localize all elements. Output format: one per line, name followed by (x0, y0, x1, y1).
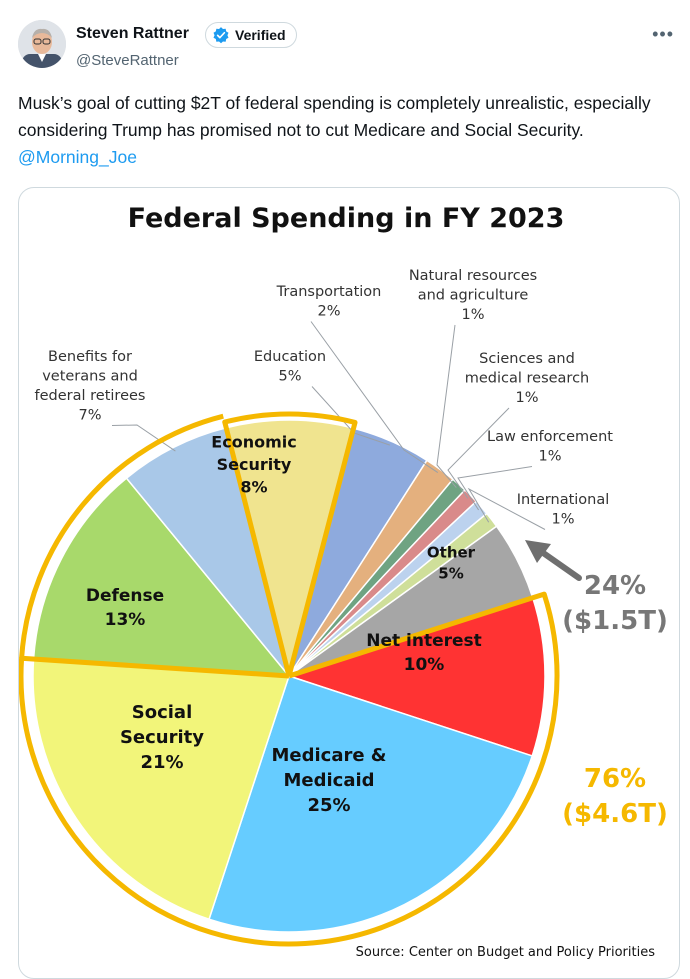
leader-line-transportation (310, 321, 439, 474)
slice-social-security (32, 658, 291, 921)
slice-label-net-interest-1: 10% (404, 655, 445, 675)
slice-label-international-1: 1% (551, 512, 574, 528)
highlight-outline-economic (222, 411, 358, 677)
slice-label-benefits-for-veterans-and-federal-retirees-0: Benefits for (48, 349, 132, 365)
highlight-outline-main (19, 591, 560, 947)
leader-line-sciences-and-medical-research (447, 407, 510, 499)
slice-label-law-enforcement-1: 1% (538, 449, 561, 465)
slice-label-sciences-and-medical-research-1: medical research (465, 371, 590, 387)
slice-label-sciences-and-medical-research-0: Sciences and (479, 351, 575, 367)
slice-medicare-medicaid (208, 675, 534, 933)
slice-label-transportation-1: 2% (317, 304, 340, 320)
leader-line-natural-resources-and-agriculture (436, 324, 457, 488)
slice-label-medicare-medicaid-2: 25% (307, 795, 350, 816)
slice-label-natural-resources-and-agriculture-0: Natural resources (409, 268, 537, 284)
slice-label-other-0: Other (427, 544, 476, 562)
leader-line-international (467, 487, 546, 530)
highlight-outline-arc (19, 413, 224, 659)
group-percent-0: 24% (584, 571, 646, 601)
slice-label-economic-security-1: Security (217, 455, 292, 474)
author-handle[interactable]: @SteveRattner (76, 52, 179, 69)
tweet-header: Steven Rattner Verified @SteveRattner ••… (18, 20, 678, 72)
slice-label-education-1: 5% (278, 369, 301, 385)
author-name[interactable]: Steven Rattner (76, 25, 189, 42)
leader-line-law-enforcement (457, 466, 533, 511)
slice-label-education-0: Education (254, 349, 326, 365)
slice-label-medicare-medicaid-0: Medicare & (271, 745, 386, 766)
chart-source: Source: Center on Budget and Policy Prio… (356, 945, 656, 960)
avatar-image (18, 20, 66, 68)
mention-link[interactable]: @Morning_Joe (18, 147, 137, 167)
slice-label-natural-resources-and-agriculture-1: and agriculture (418, 288, 529, 304)
slice-label-benefits-for-veterans-and-federal-retirees-1: veterans and (42, 369, 138, 385)
verified-check-icon (213, 27, 229, 44)
slice-label-defense-1: 13% (105, 610, 146, 630)
slice-label-social-security-2: 21% (140, 752, 183, 773)
slice-label-defense-0: Defense (86, 586, 164, 606)
slice-label-other-1: 5% (438, 565, 463, 583)
group-amount-1: ($4.6T) (562, 799, 668, 829)
arrow-shaft (536, 547, 582, 581)
slice-label-social-security-1: Security (120, 727, 204, 748)
slice-label-international-0: International (517, 492, 610, 508)
slice-label-economic-security-0: Economic (211, 433, 296, 452)
slice-label-social-security-0: Social (132, 702, 193, 723)
group-percent-1: 76% (584, 764, 646, 794)
pie-chart: Federal Spending in FY 2023 Net interest… (19, 203, 668, 960)
more-options-icon[interactable]: ••• (652, 24, 674, 44)
slice-label-benefits-for-veterans-and-federal-retirees-3: 7% (78, 408, 101, 424)
slice-defense (32, 477, 291, 677)
chart-image[interactable]: Federal Spending in FY 2023 Net interest… (18, 187, 680, 979)
slice-label-economic-security-2: 8% (240, 477, 267, 496)
tweet-text: Musk’s goal of cutting $2T of federal sp… (18, 90, 678, 171)
tweet-body: Musk’s goal of cutting $2T of federal sp… (18, 93, 651, 140)
avatar[interactable] (18, 20, 66, 68)
group-amount-0: ($1.5T) (562, 606, 668, 636)
slice-label-law-enforcement-0: Law enforcement (487, 429, 613, 445)
slice-label-transportation-0: Transportation (276, 284, 382, 300)
slice-label-sciences-and-medical-research-2: 1% (515, 390, 538, 406)
arrow-head-icon (525, 540, 551, 563)
slice-label-medicare-medicaid-1: Medicaid (283, 770, 374, 791)
chart-title: Federal Spending in FY 2023 (128, 203, 565, 234)
slice-label-natural-resources-and-agriculture-2: 1% (461, 307, 484, 323)
verified-badge[interactable]: Verified (205, 22, 297, 48)
slice-net-interest (286, 596, 546, 757)
slice-label-benefits-for-veterans-and-federal-retirees-2: federal retirees (35, 388, 146, 404)
verified-label: Verified (235, 27, 286, 43)
slice-label-net-interest-0: Net interest (366, 631, 482, 651)
